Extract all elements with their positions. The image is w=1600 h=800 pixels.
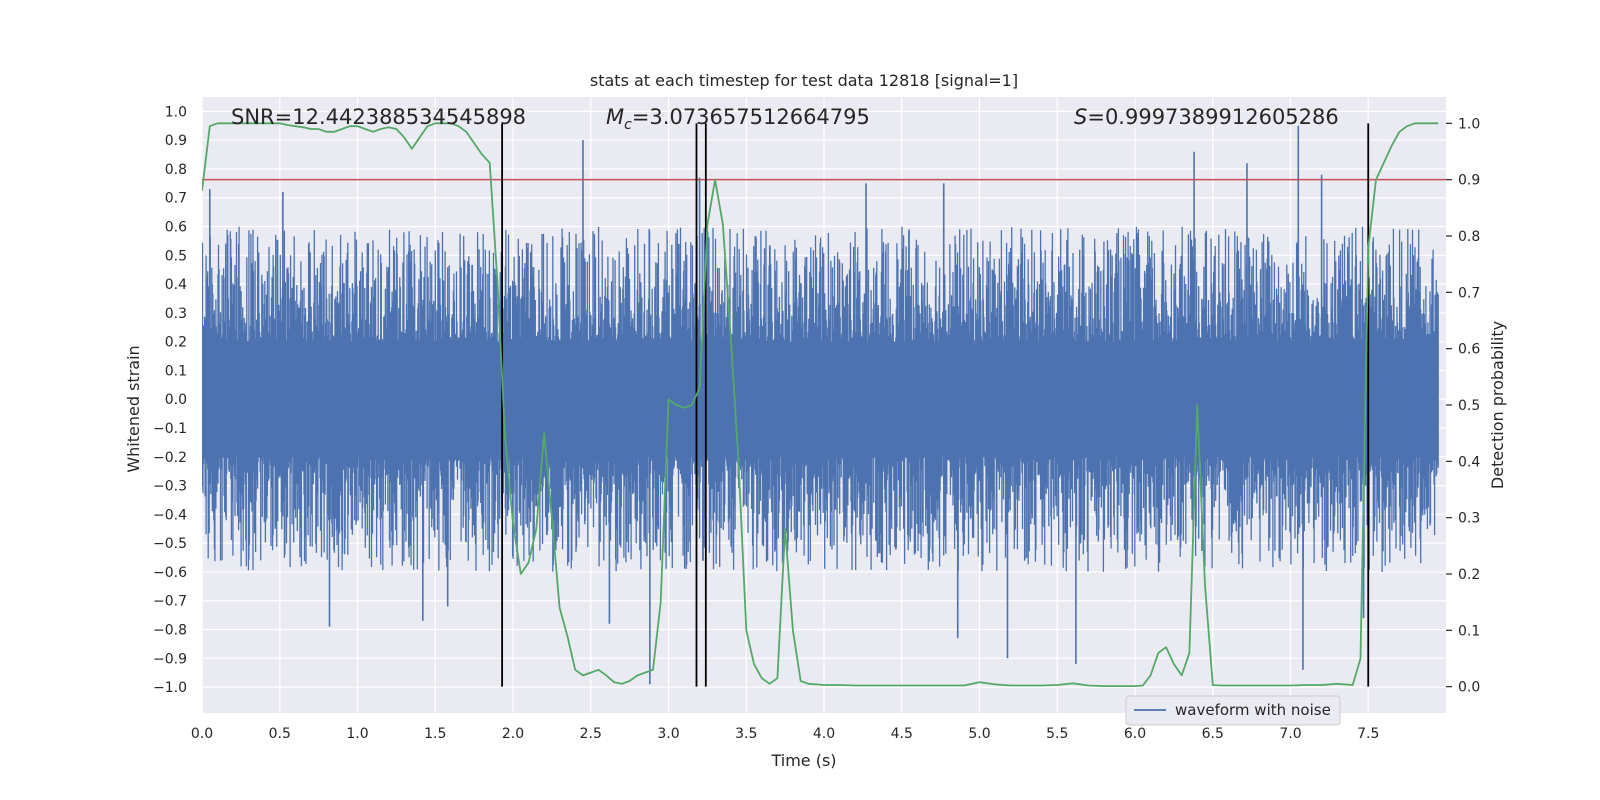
x-tick-label: 5.5 — [1046, 726, 1068, 742]
x-tick-label: 0.0 — [191, 726, 213, 742]
x-tick-label: 6.5 — [1202, 726, 1224, 742]
y2-tick-label: 0.8 — [1458, 229, 1480, 245]
y-tick-label: −1.0 — [153, 680, 187, 696]
y2-axis-label: Detection probability — [1488, 321, 1507, 489]
y-tick-label: 0.0 — [165, 392, 187, 408]
x-tick-label: 5.0 — [968, 726, 990, 742]
mc-value: =3.073657512664795 — [632, 105, 870, 129]
y-tick-label: −0.3 — [153, 479, 187, 495]
x-tick-label: 7.5 — [1357, 726, 1379, 742]
waveform-core-band — [202, 341, 1439, 457]
y-axis-ticks: 1.0 0.9 0.8 0.7 0.6 0.5 0.4 0.3 0.2 0.1 0.0 −0.1 −0.… — [153, 104, 187, 696]
x-tick-label: 4.0 — [813, 726, 835, 742]
y-tick-label: −0.9 — [153, 651, 187, 667]
y2-tick-label: 0.5 — [1458, 398, 1480, 414]
legend-label: waveform with noise — [1175, 701, 1331, 719]
y-axis-label: Whitened strain — [124, 345, 143, 472]
s-symbol: S — [1074, 105, 1087, 129]
y-tick-label: −0.4 — [153, 507, 187, 523]
x-tick-label: 1.0 — [346, 726, 368, 742]
mc-symbol: M — [606, 105, 624, 129]
waveform-series — [202, 226, 1439, 572]
mc-subscript: c — [624, 117, 632, 133]
s-value: =0.9997389912605286 — [1087, 105, 1338, 129]
y2-tick-label: 0.0 — [1458, 680, 1480, 696]
y-tick-label: 0.7 — [165, 191, 187, 207]
x-tick-label: 3.5 — [735, 726, 757, 742]
y-tick-label: 0.8 — [165, 162, 187, 178]
y2-tick-label: 1.0 — [1458, 116, 1480, 132]
y2-tick-label: 0.7 — [1458, 285, 1480, 301]
y-tick-label: −0.1 — [153, 421, 187, 437]
y-tick-label: −0.8 — [153, 623, 187, 639]
y-tick-label: −0.6 — [153, 565, 187, 581]
y-tick-label: 0.3 — [165, 306, 187, 322]
y-tick-label: −0.5 — [153, 536, 187, 552]
y2-tick-label: 0.6 — [1458, 342, 1480, 358]
detection-probability-line — [202, 122, 1439, 687]
y-tick-label: 0.4 — [165, 277, 187, 293]
legend-box — [1125, 695, 1341, 726]
y-tick-label: 0.9 — [165, 133, 187, 149]
snr-annotation: SNR=12.442388534545898 — [231, 105, 526, 129]
x-tick-label: 0.5 — [269, 726, 291, 742]
chart-title: stats at each timestep for test data 128… — [590, 71, 1018, 90]
x-tick-label: 7.0 — [1279, 726, 1301, 742]
x-tick-label: 6.0 — [1124, 726, 1146, 742]
x-tick-label: 4.5 — [891, 726, 913, 742]
x-tick-label: 2.5 — [580, 726, 602, 742]
score-annotation: S=0.9997389912605286 — [1074, 105, 1339, 129]
x-tick-label: 1.5 — [424, 726, 446, 742]
y2-axis-ticks: 1.0 0.9 0.8 0.7 0.6 0.5 0.4 0.3 0.2 0.1 0.0 — [1446, 116, 1480, 696]
y-tick-label: 0.1 — [165, 363, 187, 379]
y-tick-label: 0.6 — [165, 220, 187, 236]
legend: waveform with noise — [1125, 695, 1341, 726]
x-axis-ticks: 0.0 0.5 1.0 1.5 2.0 2.5 3.0 3.5 4.0 4.5 5.0 5.5 6.0 6… — [191, 726, 1380, 742]
x-axis-label: Time (s) — [770, 751, 836, 770]
x-tick-label: 2.0 — [502, 726, 524, 742]
y-tick-label: 1.0 — [165, 104, 187, 120]
y-tick-label: 0.2 — [165, 335, 187, 351]
y-tick-label: −0.2 — [153, 450, 187, 466]
y2-tick-label: 0.9 — [1458, 173, 1480, 189]
y2-tick-label: 0.4 — [1458, 454, 1480, 470]
y-tick-label: 0.5 — [165, 248, 187, 264]
y2-tick-label: 0.1 — [1458, 623, 1480, 639]
y-tick-label: −0.7 — [153, 594, 187, 610]
chirp-mass-annotation: Mc=3.073657512664795 — [606, 105, 870, 133]
y2-tick-label: 0.3 — [1458, 511, 1480, 527]
y2-tick-label: 0.2 — [1458, 567, 1480, 583]
waveform-spikes — [208, 125, 1365, 685]
x-tick-label: 3.0 — [657, 726, 679, 742]
event-markers — [501, 123, 1370, 687]
